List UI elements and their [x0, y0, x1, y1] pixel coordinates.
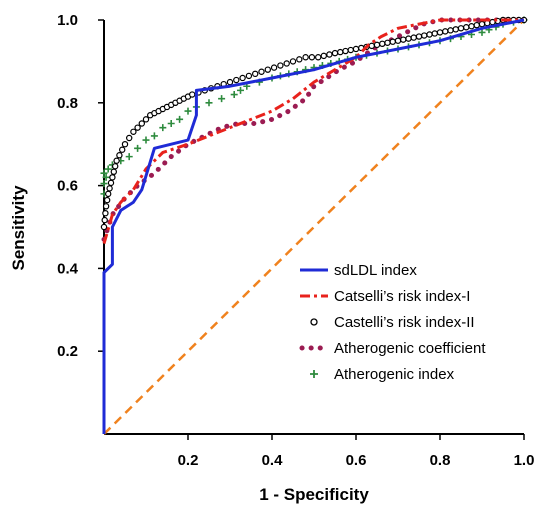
legend-item-sdldl-index: sdLDL index [300, 262, 417, 279]
legend-item-castelli-risk-index-2: Castelli’s risk index-II [310, 314, 475, 331]
x-axis-title: 1 - Specificity [259, 485, 369, 504]
x-tick-label: 1.0 [514, 452, 535, 469]
series-castelli-risk-index-2 [100, 16, 528, 231]
reference-diagonal-line [103, 19, 525, 435]
legend-swatch [310, 370, 318, 378]
y-tick-label: 0.2 [57, 343, 78, 360]
x-tick-label: 0.8 [430, 452, 451, 469]
legend-label: sdLDL index [334, 262, 417, 279]
plot-area: 0.2 0.4 0.6 0.8 1.0 0.2 0.4 0.6 0.8 1.0 [57, 12, 534, 469]
legend-item-catselli-risk-index-1: Catselli’s risk index-I [300, 288, 470, 305]
legend-item-atherogenic-index: Atherogenic index [310, 366, 455, 383]
series-layer [100, 16, 528, 435]
legend-swatch [310, 318, 318, 326]
legend-label: Catselli’s risk index-I [334, 288, 470, 305]
axis-ticks: 0.2 0.4 0.6 0.8 1.0 0.2 0.4 0.6 0.8 1.0 [57, 12, 534, 469]
series-sdldl-index [102, 18, 525, 434]
legend-label: Atherogenic coefficient [334, 340, 486, 357]
y-tick-label: 0.8 [57, 95, 78, 112]
series-atherogenic-coefficient [101, 17, 527, 242]
legend: sdLDL index Catselli’s risk index-I Castel… [299, 262, 486, 383]
y-tick-label: 1.0 [57, 12, 78, 29]
y-tick-label: 0.4 [57, 260, 79, 277]
y-tick-label: 0.6 [57, 178, 78, 195]
series-catselli-risk-index-1 [102, 18, 524, 245]
x-tick-label: 0.6 [346, 452, 367, 469]
legend-label: Atherogenic index [334, 366, 455, 383]
x-tick-label: 0.4 [262, 452, 284, 469]
x-tick-label: 0.2 [178, 452, 199, 469]
legend-label: Castelli’s risk index-II [334, 314, 475, 331]
y-axis-title: Sensitivity [9, 185, 28, 271]
legend-item-atherogenic-coefficient: Atherogenic coefficient [299, 340, 486, 357]
